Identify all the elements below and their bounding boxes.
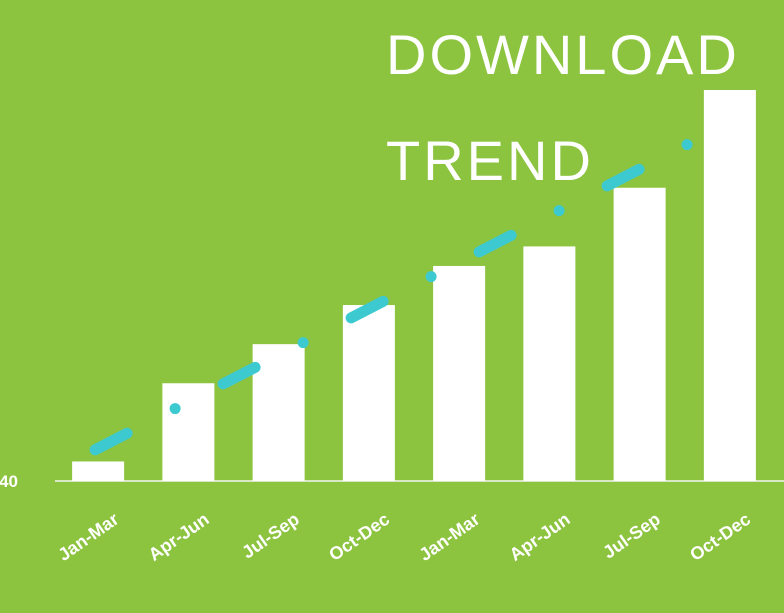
x-tick-label: Jul-Sep bbox=[238, 509, 303, 563]
x-tick-label: Apr-Jun bbox=[145, 509, 213, 565]
x-tick-label: Oct-Dec bbox=[686, 509, 754, 565]
bar bbox=[342, 305, 395, 481]
trend-line bbox=[89, 117, 736, 456]
chart-title: DOWNLOAD TREND bbox=[386, 23, 740, 192]
x-tick-label: Jan-Mar bbox=[415, 509, 483, 565]
x-tick-label: Jul-Sep bbox=[599, 509, 664, 563]
bar bbox=[613, 187, 666, 481]
bar bbox=[162, 383, 215, 481]
x-tick-label: Oct-Dec bbox=[325, 509, 393, 565]
bar bbox=[523, 246, 576, 481]
y-tick-label: 40 bbox=[0, 472, 18, 491]
bar bbox=[72, 461, 125, 481]
x-tick-label: Jan-Mar bbox=[54, 509, 122, 565]
bar bbox=[433, 265, 486, 481]
bar bbox=[703, 90, 756, 481]
bar bbox=[252, 344, 305, 481]
x-tick-label: Apr-Jun bbox=[506, 509, 574, 565]
